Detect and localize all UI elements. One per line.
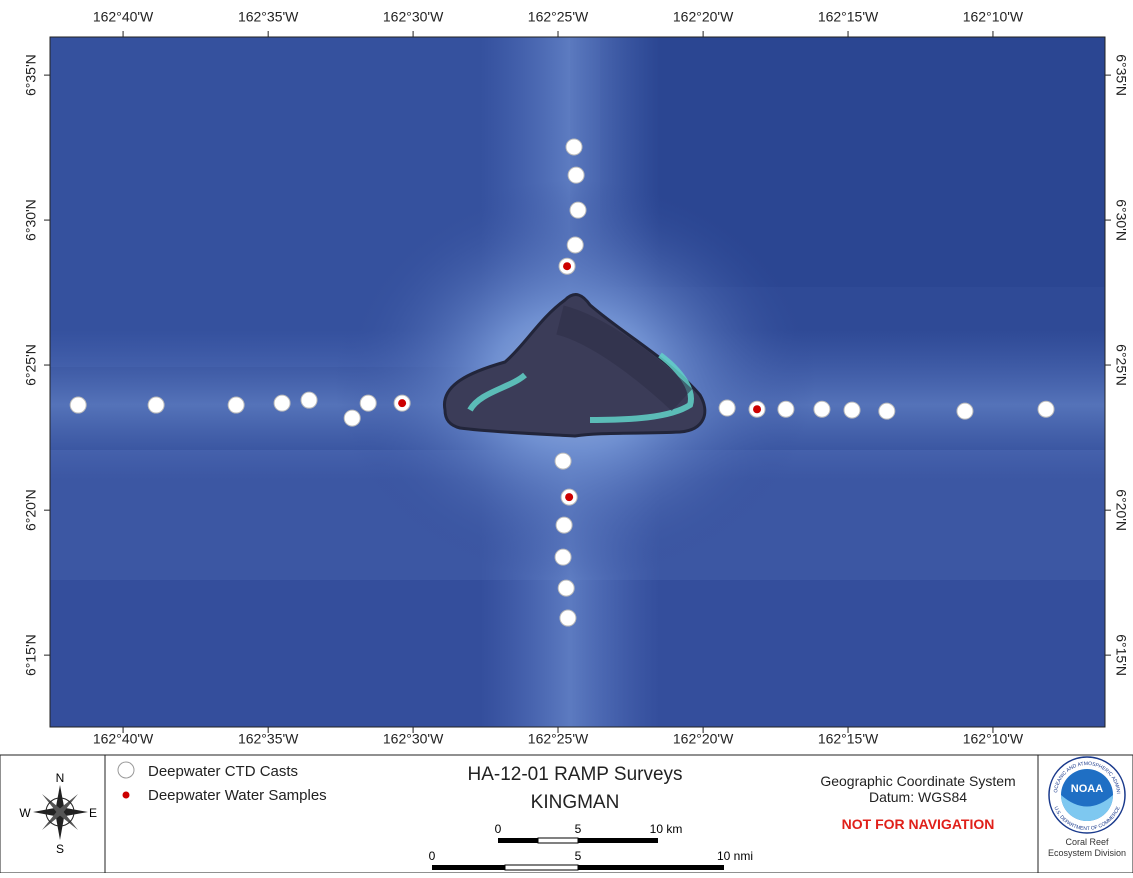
- x-tick-label: 162°25'W: [528, 9, 589, 25]
- ctd-cast: [568, 167, 584, 183]
- compass-e: E: [89, 806, 97, 820]
- ctd-cast: [555, 549, 571, 565]
- x-tick-label: 162°40'W: [93, 9, 154, 25]
- ctd-cast: [555, 453, 571, 469]
- ctd-cast: [1038, 401, 1054, 417]
- map-layout: 162°40'W 162°40'W 162°35'W 162°35'W 162°30'W…: [0, 0, 1133, 873]
- x-tick-label: 162°10'W: [963, 731, 1024, 747]
- ctd-cast: [570, 202, 586, 218]
- scale-label: 5: [575, 822, 582, 836]
- y-tick-label: 6°35'N: [23, 54, 39, 96]
- ctd-cast: [778, 401, 794, 417]
- ctd-cast: [844, 402, 860, 418]
- compass-w: W: [19, 806, 31, 820]
- ctd-cast: [566, 139, 582, 155]
- water-sample: [563, 262, 571, 270]
- scale-label: 10 nmi: [717, 849, 753, 863]
- scale-segment: [432, 865, 505, 870]
- legend-symbol: [118, 762, 134, 778]
- x-tick-label: 162°20'W: [673, 9, 734, 25]
- x-tick-label: 162°15'W: [818, 9, 879, 25]
- y-tick-label: 6°15'N: [23, 634, 39, 676]
- legend-symbol: [123, 792, 130, 799]
- x-tick-label: 162°35'W: [238, 9, 299, 25]
- datum: Datum: WGS84: [869, 789, 967, 805]
- navigation-warning: NOT FOR NAVIGATION: [842, 816, 995, 832]
- logo-name: NOAA: [1071, 783, 1103, 795]
- map-title: HA-12-01 RAMP Surveys: [467, 764, 682, 785]
- x-tick-label: 162°10'W: [963, 9, 1024, 25]
- ctd-cast: [719, 400, 735, 416]
- ctd-cast: [274, 395, 290, 411]
- ctd-cast: [957, 403, 973, 419]
- scale-label: 5: [575, 849, 582, 863]
- x-tick-label: 162°35'W: [238, 731, 299, 747]
- x-tick-label: 162°30'W: [383, 731, 444, 747]
- ctd-cast: [301, 392, 317, 408]
- ctd-cast: [70, 397, 86, 413]
- ctd-cast: [148, 397, 164, 413]
- y-tick-label: 6°20'N: [23, 489, 39, 531]
- scale-label: 0: [495, 822, 502, 836]
- water-sample: [565, 493, 573, 501]
- ctd-cast: [567, 237, 583, 253]
- y-tick-label: 6°35'N: [1113, 54, 1129, 96]
- ctd-cast: [560, 610, 576, 626]
- coordinate-system: Geographic Coordinate System: [820, 773, 1015, 789]
- ctd-cast: [558, 580, 574, 596]
- y-tick-label: 6°25'N: [23, 344, 39, 386]
- scale-label: 0: [429, 849, 436, 863]
- scale-label: 10 km: [650, 822, 683, 836]
- water-sample: [398, 399, 406, 407]
- scale-segment: [538, 838, 578, 843]
- legend-label: Deepwater CTD Casts: [148, 763, 298, 780]
- y-tick-label: 6°20'N: [1113, 489, 1129, 531]
- y-tick-label: 6°30'N: [1113, 199, 1129, 241]
- x-tick-label: 162°15'W: [818, 731, 879, 747]
- legend-label: Deepwater Water Samples: [148, 787, 327, 804]
- ctd-cast: [879, 403, 895, 419]
- y-tick-label: 6°25'N: [1113, 344, 1129, 386]
- compass-s: S: [56, 842, 64, 856]
- logo-caption: Coral Reef: [1065, 837, 1109, 847]
- x-tick-label: 162°40'W: [93, 731, 154, 747]
- water-sample: [753, 405, 761, 413]
- y-tick-label: 6°30'N: [23, 199, 39, 241]
- scale-segment: [505, 865, 578, 870]
- x-tick-label: 162°30'W: [383, 9, 444, 25]
- logo-caption: Ecosystem Division: [1048, 848, 1126, 858]
- ctd-cast: [360, 395, 376, 411]
- scale-segment: [498, 838, 538, 843]
- ctd-cast: [228, 397, 244, 413]
- scale-segment: [578, 865, 724, 870]
- ctd-cast: [556, 517, 572, 533]
- y-tick-label: 6°15'N: [1113, 634, 1129, 676]
- compass-n: N: [56, 771, 65, 785]
- scale-segment: [578, 838, 658, 843]
- map-subtitle: KINGMAN: [531, 792, 620, 813]
- x-tick-label: 162°25'W: [528, 731, 589, 747]
- ctd-cast: [814, 401, 830, 417]
- x-tick-label: 162°20'W: [673, 731, 734, 747]
- ctd-cast: [344, 410, 360, 426]
